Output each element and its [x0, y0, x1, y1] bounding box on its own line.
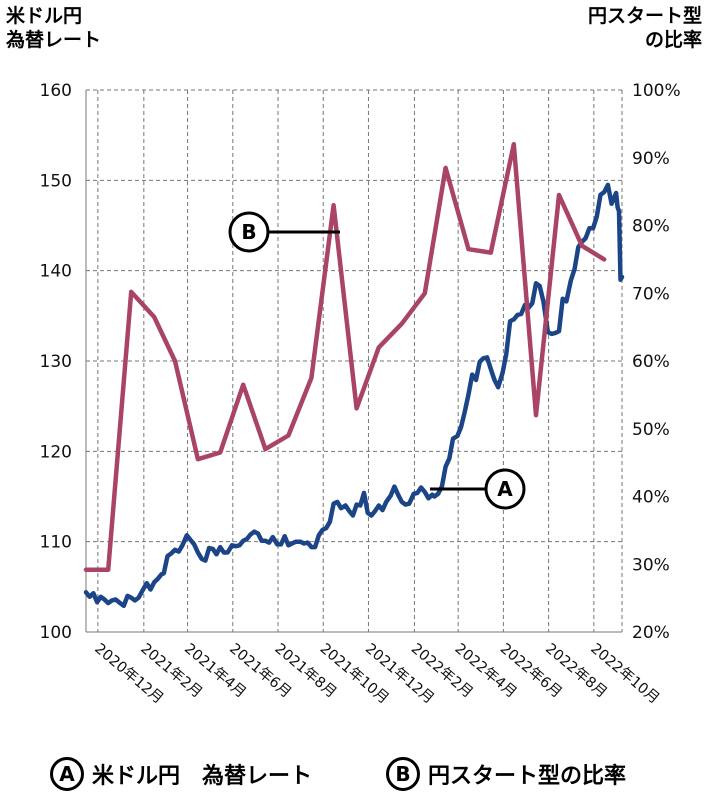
series-lines [83, 141, 625, 609]
right-axis-title-line1: 円スタート型 [587, 5, 702, 27]
left-tick-label-1: 110 [40, 533, 72, 553]
callout-label-a: A [497, 477, 513, 501]
callout-circle-b [228, 211, 270, 253]
left-tick-label-4: 140 [40, 262, 72, 282]
right-tick-label-5: 70% [632, 284, 670, 304]
right-axis-title-line2: の比率 [644, 29, 702, 51]
legend-label-ratio: 円スタート型の比率 [428, 764, 627, 789]
left-tick-label-3: 130 [40, 352, 72, 372]
right-tick-label-1: 30% [632, 555, 670, 575]
left-axis-title-line1: 米ドル円 [6, 5, 83, 27]
left-axis-title-line2: 為替レート [6, 29, 102, 51]
right-axis-ticks: 20% 30% 40% 50% 60% 70% 80% 90% 100% [632, 81, 681, 643]
right-tick-label-8: 100% [632, 81, 681, 101]
right-tick-label-2: 40% [632, 488, 670, 508]
series-line-ratio [83, 141, 607, 572]
right-tick-label-3: 50% [632, 420, 670, 440]
left-tick-label-0: 100 [40, 623, 72, 643]
left-tick-label-5: 150 [40, 171, 72, 191]
x-axis-ticks: 2020年12月2021年2月2021年4月2021年6月2021年8月2021… [91, 640, 663, 707]
legend-label-usd-jpy: 米ドル円 為替レート [92, 764, 313, 789]
legend-item-ratio: B 円スタート型の比率 [386, 754, 626, 794]
right-tick-label-0: 20% [632, 623, 670, 643]
left-axis-ticks: 100 110 120 130 140 150 160 [40, 81, 72, 643]
right-tick-label-6: 80% [632, 217, 670, 237]
right-axis-title: 円スタート型 の比率 [588, 4, 702, 52]
dual-axis-line-chart: 100 110 120 130 140 150 160 20% 30% 40% 50% 60% 70%… [40, 81, 681, 707]
right-tick-label-7: 90% [632, 149, 670, 169]
series-line-usd-jpy [83, 182, 625, 609]
left-tick-label-6: 160 [40, 81, 72, 101]
right-tick-label-4: 60% [632, 352, 670, 372]
callout-label-b: B [241, 220, 256, 244]
legend-item-usd-jpy: A 米ドル円 為替レート [50, 754, 312, 794]
legend-badge-b: B [386, 757, 420, 791]
left-axis-title: 米ドル円 為替レート [6, 4, 101, 52]
legend-badge-a: A [50, 757, 84, 791]
callouts: AB [228, 211, 526, 510]
callout-circle-a [484, 468, 526, 510]
left-tick-label-2: 120 [40, 442, 72, 462]
